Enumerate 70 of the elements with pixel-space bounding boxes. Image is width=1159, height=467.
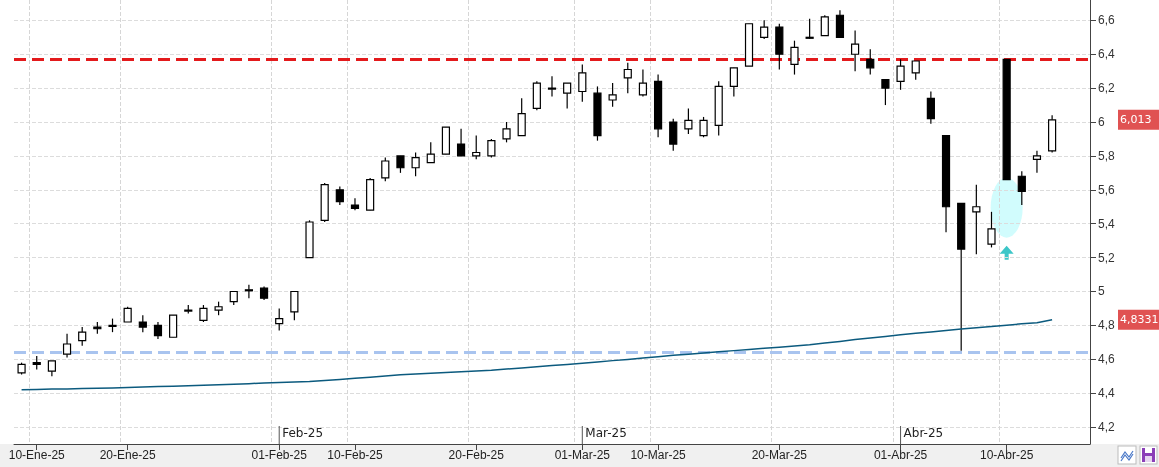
candlestick [350,197,360,211]
candlestick [275,307,284,332]
candlestick [926,90,935,125]
candlestick [760,19,769,40]
candlestick [851,29,860,72]
annotation: Feb-25 [282,426,324,440]
line-series [20,319,1053,391]
y-tick-label: 5 [1098,284,1105,299]
candlestick [411,151,420,177]
candlestick [972,184,981,255]
candlestick [911,60,920,81]
candlestick [638,68,648,98]
candlestick [987,211,996,249]
candlestick [866,48,875,76]
candlestick [1032,150,1042,174]
candlestick [805,18,814,40]
y-tick-label: 5,2 [1098,250,1116,265]
candlestick [623,62,632,94]
x-tick-label: 10-Ene-25 [8,448,66,462]
candlestick [547,75,557,98]
candlestick [669,118,678,152]
x-tick-label: 20-Mar-25 [751,448,808,462]
candlestick [290,290,299,321]
y-tick-label: 4,4 [1098,386,1116,401]
x-tick-label: 10-Abr-25 [979,448,1034,462]
candlestick [472,134,481,160]
y-tick-label: 5,4 [1098,216,1116,231]
candlestick [335,185,344,206]
candlestick [169,314,178,338]
y-tick-label: 5,8 [1098,148,1116,163]
candlestick [896,58,905,91]
candlestick [835,9,845,38]
y-tick-label: 4,2 [1098,420,1116,435]
y-tick-label: 6 [1098,115,1105,130]
x-tick-label: 10-Feb-25 [327,448,383,462]
x-tick-label: 01-Mar-25 [554,448,611,462]
candlestick [563,82,572,110]
x-tick-label: 10-Mar-25 [630,448,687,462]
x-tick-label: 20-Ene-25 [99,448,156,462]
y-tick-label: 4,6 [1098,352,1116,367]
candlestick [78,326,87,347]
candlestick [62,333,72,359]
candlestick [699,116,708,138]
text: 6,013 [1120,112,1152,126]
y-tick-label: 4,8 [1098,318,1116,333]
y-tick-label: 6,6 [1098,13,1116,28]
candlestick [684,107,693,135]
candlestick [487,138,496,159]
x-tick-label: 01-Feb-25 [251,448,308,462]
candlestick [790,40,799,76]
candlestick [729,67,738,98]
x-tick-label: 01-Abr-25 [873,448,928,462]
candlestick [608,82,617,108]
annotation: Abr-25 [903,426,944,440]
annotation: Mar-25 [585,426,627,440]
candlestick [1017,170,1026,206]
candlestick [517,97,526,137]
candlestick [426,141,435,164]
x-tick-label: 20-Feb-25 [448,448,505,462]
text: 4,8331 [1120,312,1159,326]
candlestick [244,284,253,299]
candlestick [881,79,890,106]
y-tick-label: 6,2 [1098,81,1116,96]
candlestick [456,128,466,157]
candlestick [502,121,511,143]
candlestick [820,14,829,37]
y-tick-label: 5,6 [1098,182,1116,197]
candlestick [578,63,587,103]
candlestick [381,157,390,182]
y-tick-label: 6,4 [1098,47,1116,62]
